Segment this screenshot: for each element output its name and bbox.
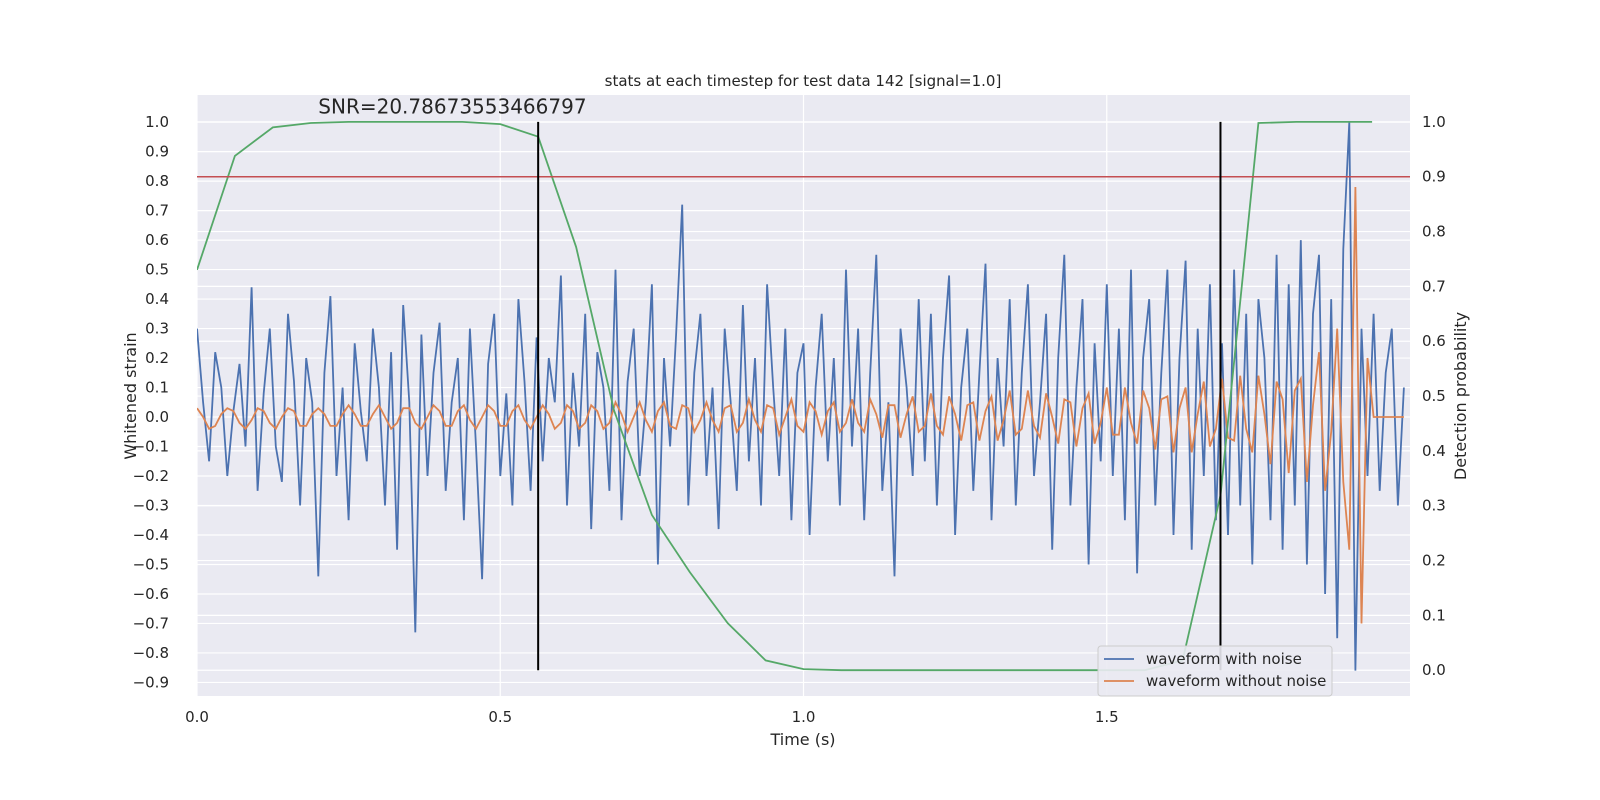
y-tick-label: 0.0 — [145, 408, 169, 426]
x-axis-label: Time (s) — [769, 730, 835, 749]
y-tick-label: −0.9 — [133, 673, 169, 691]
legend-label: waveform with noise — [1146, 650, 1302, 668]
y2-tick-label: 0.3 — [1422, 497, 1446, 515]
y2-tick-label: 0.2 — [1422, 552, 1446, 570]
y2-tick-label: 0.1 — [1422, 606, 1446, 624]
y2-tick-label: 1.0 — [1422, 113, 1446, 131]
y-tick-label: −0.4 — [133, 526, 169, 544]
y2-tick-label: 0.8 — [1422, 223, 1446, 241]
y-tick-label: 0.8 — [145, 172, 169, 190]
y-tick-label: 0.4 — [145, 290, 169, 308]
series-line — [197, 122, 1405, 671]
x-tick-label: 0.0 — [185, 708, 209, 726]
y-tick-label: −0.1 — [133, 438, 169, 456]
legend-box — [1097, 645, 1333, 697]
y2-tick-label: 0.5 — [1422, 387, 1446, 405]
y-tick-label: 0.7 — [145, 202, 169, 220]
y2-tick-label: 0.7 — [1422, 277, 1446, 295]
y-tick-label: 0.2 — [145, 349, 169, 367]
y-tick-label: −0.3 — [133, 496, 169, 514]
x-tick-label: 0.5 — [488, 708, 512, 726]
y2-tick-label: 0.4 — [1422, 442, 1446, 460]
legend-label: waveform without noise — [1146, 672, 1326, 690]
y-tick-label: 0.5 — [145, 261, 169, 279]
y2-axis-label: Detection probability — [1451, 312, 1470, 480]
y2-tick-label: 0.9 — [1422, 168, 1446, 186]
y-axis-label: Whitened strain — [121, 332, 140, 459]
y-tick-label: 0.1 — [145, 379, 169, 397]
chart-title: stats at each timestep for test data 142… — [605, 72, 1002, 90]
y-tick-label: 0.3 — [145, 320, 169, 338]
y-tick-label: −0.8 — [133, 644, 169, 662]
y-tick-label: −0.6 — [133, 585, 169, 603]
x-tick-label: 1.0 — [792, 708, 816, 726]
annotation: SNR=20.78673553466797 — [318, 94, 586, 118]
y2-tick-label: 0.6 — [1422, 332, 1446, 350]
y-tick-label: 0.6 — [145, 231, 169, 249]
y2-tick-label: 0.0 — [1422, 661, 1446, 679]
series-line — [197, 186, 1404, 624]
y-tick-label: −0.5 — [133, 555, 169, 573]
x-tick-label: 1.5 — [1095, 708, 1119, 726]
y-tick-label: −0.7 — [133, 614, 169, 632]
y-tick-label: 0.9 — [145, 143, 169, 161]
y-tick-label: −0.2 — [133, 467, 169, 485]
y-tick-label: 1.0 — [145, 113, 169, 131]
